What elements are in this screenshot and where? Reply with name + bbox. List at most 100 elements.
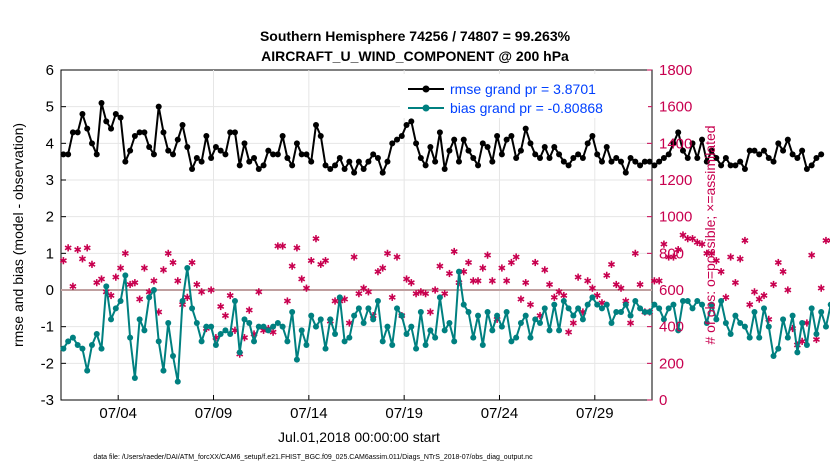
obs-count-marker <box>588 284 596 292</box>
bias-point <box>579 316 586 323</box>
bias-point <box>432 334 439 341</box>
obs-count-marker <box>631 249 639 257</box>
bias-point <box>170 353 177 359</box>
y-left-tick-label: -1 <box>41 319 54 336</box>
bias-point <box>370 316 377 323</box>
bias-point <box>527 334 534 341</box>
obs-count-marker <box>607 260 616 268</box>
obs-count-marker <box>407 279 415 287</box>
bias-point <box>274 320 281 326</box>
obs-count-marker <box>283 297 291 305</box>
bias-point <box>470 334 477 341</box>
bias-point <box>127 334 134 341</box>
obs-count-marker <box>784 286 792 294</box>
rmse-point <box>193 155 200 161</box>
bias-point <box>765 323 772 330</box>
obs-count-marker <box>827 236 830 245</box>
rmse-point <box>93 151 100 158</box>
rmse-point <box>160 129 167 136</box>
bias-point <box>761 305 768 312</box>
rmse-point <box>112 111 119 117</box>
y-right-tick-label: 400 <box>659 319 684 336</box>
bias-point <box>408 323 415 330</box>
legend: rmse grand pr = 3.8701 bias grand pr = -… <box>400 74 648 118</box>
obs-count-marker <box>193 280 201 289</box>
rmse-point <box>775 140 782 147</box>
rmse-point <box>727 162 734 169</box>
obs-count-marker <box>140 264 148 272</box>
bias-point <box>351 312 358 319</box>
obs-count-marker <box>431 286 439 294</box>
obs-count-marker <box>660 240 668 248</box>
obs-count-marker <box>474 277 482 285</box>
rmse-point <box>737 158 744 165</box>
bias-point <box>251 338 258 345</box>
rmse-point <box>660 155 667 161</box>
bias-point <box>98 345 105 352</box>
bias-point <box>141 327 148 334</box>
obs-count-marker <box>131 279 139 287</box>
rmse-point <box>222 151 229 158</box>
rmse-point <box>417 155 424 161</box>
bias-point <box>293 356 300 363</box>
bias-point <box>517 320 524 326</box>
bias-point <box>446 320 453 326</box>
rmse-point <box>184 144 191 150</box>
bias-point <box>584 301 591 308</box>
obs-count-marker <box>379 264 387 272</box>
rmse-point <box>146 144 153 150</box>
rmse-point <box>427 144 434 150</box>
bias-point <box>503 309 510 315</box>
rmse-point <box>279 133 286 139</box>
obs-count-marker <box>169 258 177 267</box>
obs-count-marker <box>522 279 530 287</box>
y-right-tick-label: 0 <box>659 392 667 409</box>
bias-point <box>746 334 753 341</box>
bias-point <box>231 298 238 304</box>
bias-point <box>536 320 543 326</box>
bias-point <box>751 309 758 315</box>
y-right-tick-label: 1800 <box>659 62 692 79</box>
obs-count-marker <box>526 301 534 309</box>
obs-count-marker <box>503 277 511 285</box>
rmse-point <box>694 155 701 161</box>
bias-point <box>308 312 315 319</box>
bias-point <box>303 342 310 348</box>
bias-point <box>284 338 291 345</box>
rmse-point <box>155 103 162 110</box>
bias-point <box>88 342 95 348</box>
bias-point <box>651 301 658 308</box>
bias-point <box>422 342 429 348</box>
rmse-point <box>136 129 143 136</box>
obs-count-marker <box>488 277 496 285</box>
rmse-point <box>751 147 758 154</box>
bias-point <box>670 301 677 308</box>
obs-count-marker <box>617 284 625 292</box>
obs-count-marker <box>774 258 782 267</box>
bias-point <box>665 305 672 312</box>
bias-point <box>541 305 548 312</box>
bias-point <box>398 312 405 319</box>
rmse-point <box>303 151 310 158</box>
y-left-tick-label: 6 <box>46 62 54 79</box>
obs-count-marker <box>97 275 106 283</box>
y-left-tick-label: 5 <box>46 99 54 116</box>
rmse-point <box>265 147 272 154</box>
bias-point <box>660 316 667 323</box>
bias-point <box>65 338 72 345</box>
obs-count-marker <box>298 275 306 283</box>
rmse-point <box>665 151 672 158</box>
rmse-point <box>270 151 277 158</box>
y-left-tick-label: 2 <box>46 209 54 226</box>
y-right-tick-label: 1400 <box>659 135 692 152</box>
rmse-point <box>84 125 91 132</box>
bias-point <box>551 301 558 308</box>
bias-point <box>193 320 200 326</box>
legend-box <box>400 74 648 118</box>
bias-point <box>189 305 196 312</box>
rmse-point <box>784 136 791 143</box>
bias-point <box>389 342 396 348</box>
rmse-point <box>813 155 820 161</box>
bias-point <box>675 327 682 334</box>
bias-point <box>117 298 124 304</box>
